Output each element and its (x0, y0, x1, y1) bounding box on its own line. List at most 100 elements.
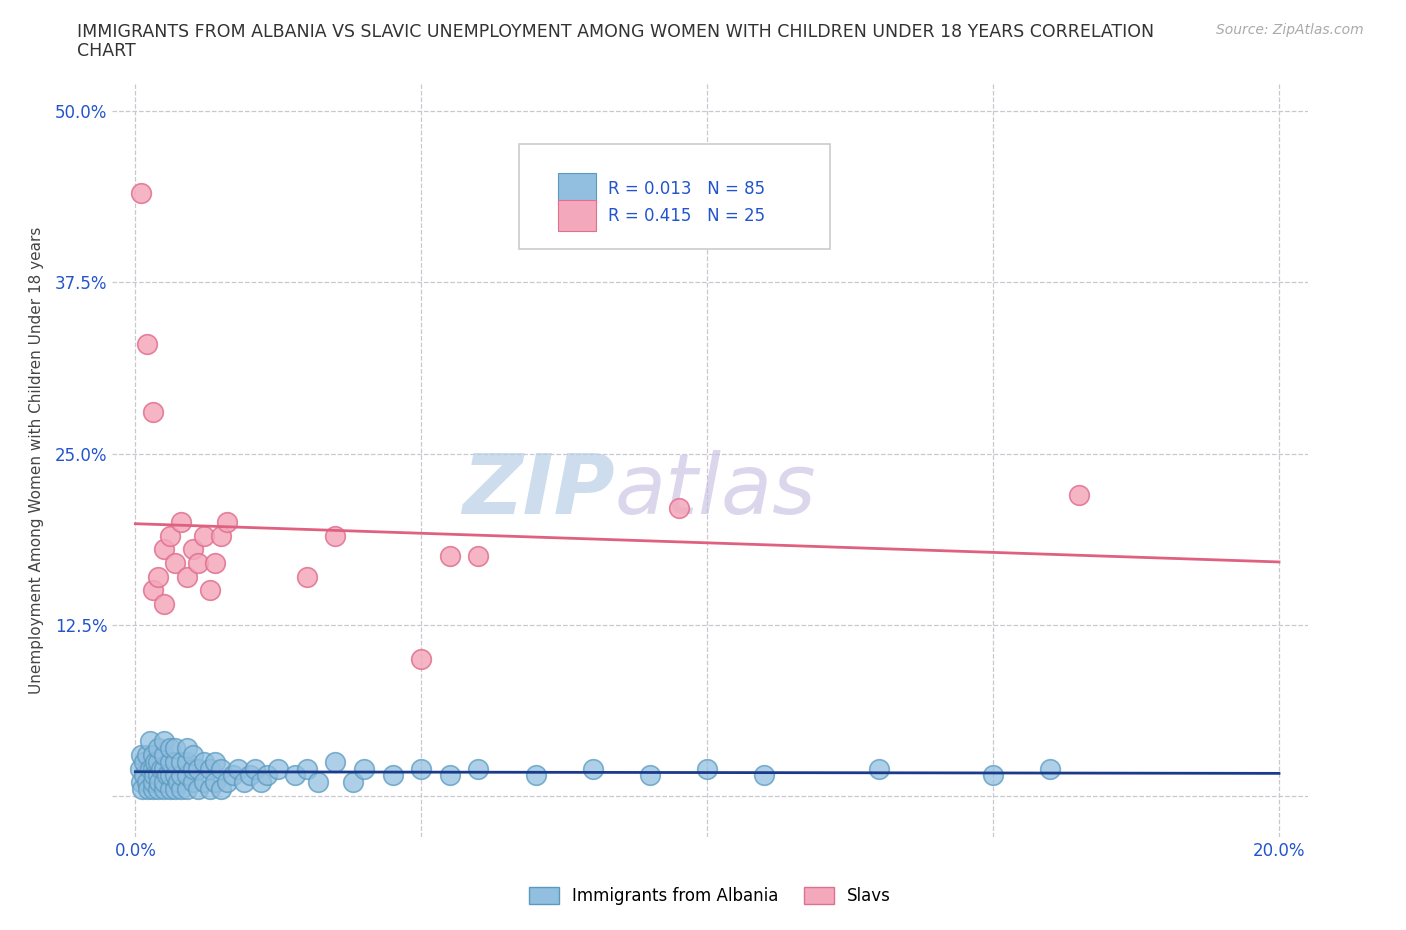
Point (181, 542, 204, 557)
Point (141, 583, 163, 598)
Point (668, 501, 690, 516)
Point (131, 781, 153, 796)
Point (187, 781, 209, 796)
Point (129, 761, 152, 776)
Point (138, 734, 160, 749)
Point (129, 748, 152, 763)
Point (156, 768, 179, 783)
Point (868, 761, 890, 776)
Point (159, 740, 181, 755)
Point (250, 775, 273, 790)
Point (148, 775, 170, 790)
Point (129, 775, 152, 790)
Point (215, 775, 238, 790)
Point (198, 583, 221, 598)
Point (159, 754, 181, 769)
Point (141, 775, 163, 790)
Point (165, 740, 187, 755)
Point (193, 528, 215, 543)
Point (1039, 761, 1062, 776)
Point (411, 761, 433, 776)
Point (148, 569, 170, 584)
Point (284, 768, 307, 783)
Text: CHART: CHART (77, 42, 136, 60)
Point (198, 781, 221, 796)
Point (159, 768, 181, 783)
Point (325, 528, 347, 543)
Point (170, 514, 193, 529)
Point (245, 761, 267, 776)
Point (381, 768, 404, 783)
Point (165, 781, 187, 796)
Point (132, 768, 155, 783)
Point (638, 768, 661, 783)
Point (187, 555, 209, 570)
Legend: Immigrants from Albania, Slavs: Immigrants from Albania, Slavs (523, 880, 897, 911)
Point (170, 781, 193, 796)
Point (193, 754, 215, 769)
Point (204, 555, 226, 570)
Text: IMMIGRANTS FROM ALBANIA VS SLAVIC UNEMPLOYMENT AMONG WOMEN WITH CHILDREN UNDER 1: IMMIGRANTS FROM ALBANIA VS SLAVIC UNEMPL… (77, 23, 1154, 41)
Point (467, 549, 489, 564)
Point (1067, 487, 1090, 502)
Point (176, 740, 198, 755)
Point (439, 549, 461, 564)
Point (170, 754, 193, 769)
Point (524, 768, 547, 783)
Point (256, 768, 278, 783)
Point (181, 775, 204, 790)
Point (176, 781, 198, 796)
Point (145, 754, 167, 769)
Point (176, 569, 198, 584)
Point (233, 775, 256, 790)
Point (187, 761, 209, 776)
Point (141, 748, 163, 763)
Point (153, 761, 176, 776)
Point (193, 775, 215, 790)
Text: atlas: atlas (614, 450, 815, 531)
Point (226, 761, 249, 776)
Point (167, 775, 190, 790)
Point (165, 555, 187, 570)
Point (467, 761, 489, 776)
Point (204, 775, 226, 790)
Point (215, 514, 238, 529)
Point (198, 761, 221, 776)
Point (353, 761, 375, 776)
Point (204, 754, 226, 769)
Point (129, 186, 152, 201)
Point (148, 768, 170, 783)
Point (148, 754, 170, 769)
Point (411, 652, 433, 667)
FancyBboxPatch shape (519, 144, 830, 249)
Point (148, 781, 170, 796)
Point (295, 761, 318, 776)
Point (221, 768, 243, 783)
Point (153, 781, 176, 796)
Point (159, 781, 181, 796)
Point (132, 754, 155, 769)
Text: Source: ZipAtlas.com: Source: ZipAtlas.com (1216, 23, 1364, 37)
Point (754, 768, 776, 783)
Point (239, 768, 262, 783)
Point (342, 775, 364, 790)
Point (153, 734, 176, 749)
Point (141, 761, 163, 776)
Point (981, 768, 1004, 783)
Point (295, 569, 318, 584)
Point (135, 775, 157, 790)
Point (181, 748, 204, 763)
Point (148, 740, 170, 755)
FancyBboxPatch shape (558, 200, 596, 232)
Point (135, 337, 157, 352)
Point (181, 761, 204, 776)
Point (209, 781, 232, 796)
Text: R = 0.415   N = 25: R = 0.415 N = 25 (609, 206, 766, 224)
Text: R = 0.013   N = 85: R = 0.013 N = 85 (609, 180, 766, 198)
Point (153, 748, 176, 763)
Point (142, 768, 165, 783)
Point (209, 761, 232, 776)
Point (165, 754, 187, 769)
Text: ZIP: ZIP (461, 450, 614, 531)
Point (141, 781, 163, 796)
